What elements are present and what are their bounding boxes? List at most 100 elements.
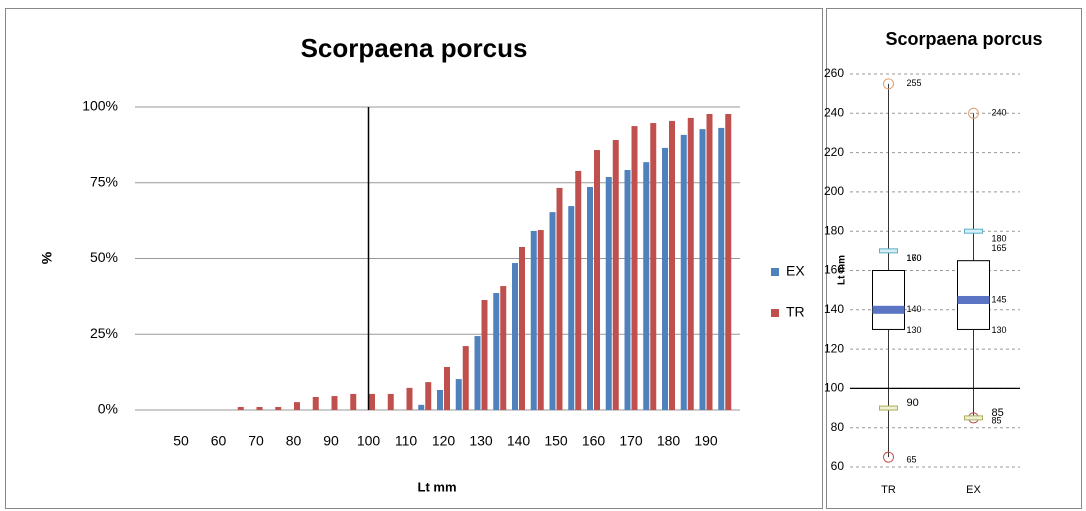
bar [699,129,706,410]
x-tick-label: 150 [544,433,568,449]
x-tick-label: 170 [619,433,643,449]
legend-swatch [771,268,779,276]
value-label: 255 [907,78,922,88]
value-label: 140 [907,304,922,314]
bar [474,336,481,410]
y-tick-label: 80 [831,420,845,434]
x-tick-label: EX [966,484,981,496]
y-tick-label: 50% [90,249,118,265]
x-tick-label: 130 [469,433,493,449]
value-label: 165 [992,243,1007,253]
value-label: 90 [907,397,919,409]
min-marker [883,451,894,463]
bar [631,126,638,411]
bar [687,117,694,411]
bar [680,134,687,410]
y-tick-label: 100% [82,98,118,114]
y-tick-label: 140 [824,302,844,316]
upper-marker [964,228,983,234]
bar [537,230,544,410]
x-tick-label: 100 [357,433,381,449]
value-label: 240 [992,108,1007,118]
x-tick-label: 90 [323,433,339,449]
bar [605,176,612,410]
bar [718,127,725,411]
bar [275,406,282,410]
lower-marker [879,405,898,411]
y-tick-label: 220 [824,145,844,159]
y-tick-label: 75% [90,173,118,189]
x-tick-label: TR [881,484,896,496]
bar [256,406,263,410]
bar [549,212,556,410]
y-axis-label: % [39,251,55,264]
x-tick-label: 110 [395,433,418,449]
bar [237,406,244,410]
value-label: 170 [907,253,922,263]
max-marker [968,107,979,119]
x-tick-label: 60 [211,433,227,449]
chart-title: Scorpaena porcus [301,33,528,63]
value-label: 85 [992,407,1004,419]
bar [406,387,413,410]
bar [612,140,619,411]
bar [350,393,357,410]
value-label: 130 [907,325,922,335]
x-tick-label: 50 [173,433,189,449]
bar [530,230,537,410]
y-tick-label: 120 [824,341,844,355]
bar [725,113,732,411]
y-tick-label: 25% [90,325,118,341]
y-tick-label: 60 [831,459,845,473]
upper-marker [879,248,898,254]
bar [294,402,300,410]
bar [331,396,338,410]
y-tick-label: 240 [824,105,844,119]
bar [493,293,500,410]
bar [481,300,488,410]
x-tick-label: 70 [248,433,264,449]
max-marker [883,78,894,90]
bar [519,246,525,410]
bar [662,147,668,410]
bar [512,263,518,410]
y-tick-label: 260 [824,66,844,80]
bar [650,123,657,411]
bar [624,170,631,410]
bar [444,366,450,410]
x-tick-label: 180 [657,433,681,449]
bar [594,150,600,410]
legend-label: EX [786,263,805,279]
chart-title: Scorpaena porcus [885,29,1042,49]
value-label: 145 [992,294,1007,304]
median [957,295,990,304]
bar [575,170,582,410]
y-tick-label: 100 [824,381,844,395]
bar [387,393,394,410]
x-tick-label: 140 [507,433,531,449]
bar [462,346,469,410]
median [872,305,905,314]
bar [312,396,319,410]
bar [369,393,375,410]
y-tick-label: 180 [824,223,844,237]
y-tick-label: 160 [824,263,844,277]
box [872,270,905,330]
bar [568,206,575,410]
bar [455,379,462,410]
value-label: 130 [992,325,1007,335]
x-tick-label: 80 [286,433,302,449]
bar [587,186,593,410]
value-label: 85 [992,415,1002,425]
bar [556,187,563,410]
y-tick-label: 0% [98,401,118,417]
y-tick-label: 200 [824,184,844,198]
x-tick-label: 190 [694,433,718,449]
x-tick-label: 120 [432,433,456,449]
x-axis-label: Lt mm [418,479,457,494]
value-label: 160 [907,253,922,263]
bar [669,120,675,411]
box [957,260,990,330]
legend-label: TR [786,304,805,320]
